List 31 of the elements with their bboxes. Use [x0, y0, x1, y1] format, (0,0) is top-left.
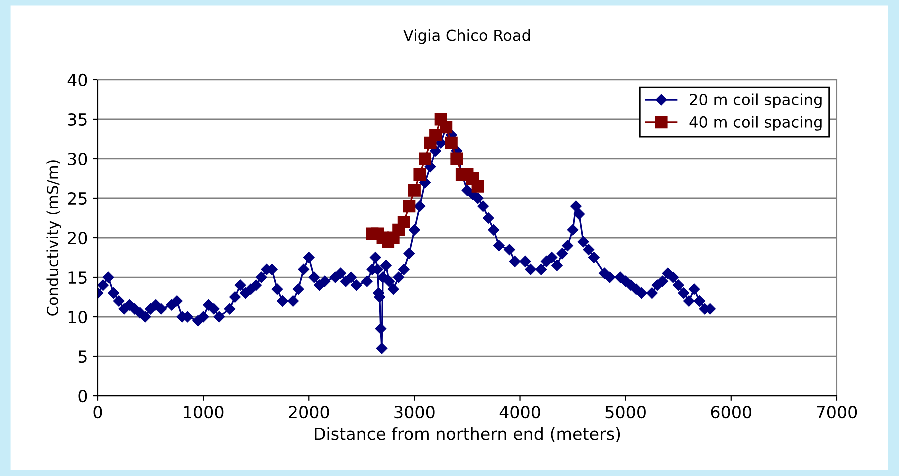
legend-label: 40 m coil spacing	[690, 116, 822, 131]
chart-title: Vigia Chico Road	[404, 29, 530, 44]
y-tick-label: 5	[78, 350, 87, 364]
x-tick-label: 2000	[289, 406, 330, 419]
x-tick-label: 3000	[394, 406, 435, 419]
point	[398, 216, 410, 228]
x-tick-label: 1000	[184, 406, 224, 419]
y-tick-label: 30	[68, 152, 88, 166]
point	[450, 152, 464, 166]
legend-label: 20 m coil spacing	[690, 94, 822, 109]
y-tick-label: 10	[68, 310, 88, 324]
x-tick-label: 7000	[817, 406, 858, 419]
y-tick-label: 40	[68, 74, 88, 87]
point	[408, 184, 421, 197]
x-tick-label: 5000	[606, 406, 646, 419]
x-axis-title: Distance from northern end (meters)	[315, 427, 620, 442]
x-tick-label: 0	[94, 406, 102, 419]
y-tick-label: 35	[68, 113, 87, 126]
x-tick-label: 4000	[500, 406, 540, 419]
point	[414, 168, 426, 182]
x-tick-label: 6000	[711, 406, 752, 419]
y-tick-label: 0	[78, 390, 88, 403]
y-tick-label: 20	[68, 232, 88, 245]
point	[419, 152, 432, 166]
point	[403, 200, 416, 213]
point	[445, 136, 458, 150]
y-tick-label: 15	[68, 272, 87, 284]
y-axis-title: Conductivity (mS/m)	[46, 160, 62, 316]
y-tick-label: 25	[68, 192, 87, 206]
point	[430, 129, 442, 142]
point	[472, 180, 484, 193]
